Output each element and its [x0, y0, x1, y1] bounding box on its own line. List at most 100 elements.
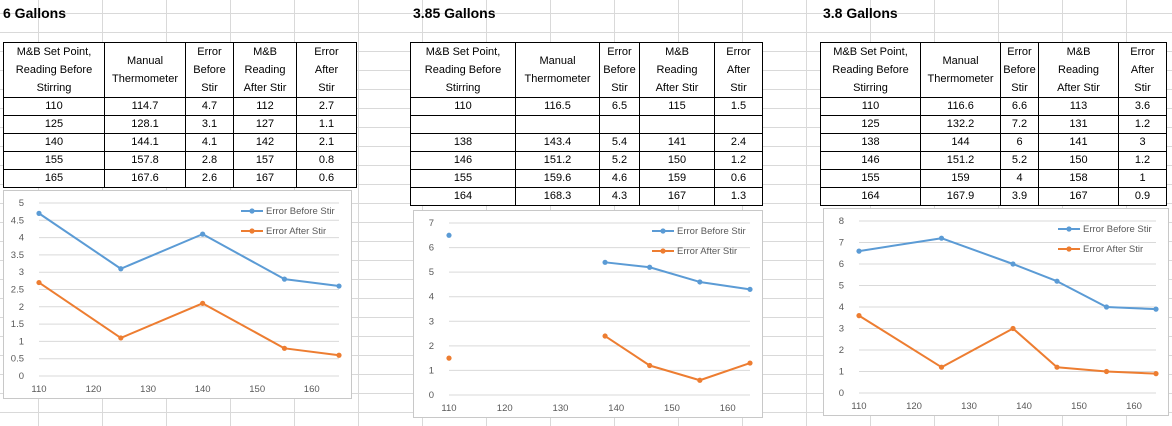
panel-title: 3.8 Gallons [823, 5, 898, 21]
table-row: 138 144 6 141 3 [820, 133, 1167, 152]
error-chart[interactable]: 0 1 2 3 4 5 6 7 110 120 130 140 150 160 Error Before S… [413, 210, 763, 418]
table-cell: 150 [639, 151, 715, 170]
column-header: Manual Thermometer [920, 42, 1001, 98]
column-header: Manual Thermometer [515, 42, 600, 98]
table-cell: 4.6 [599, 169, 640, 188]
data-point [446, 355, 452, 361]
legend-marker [249, 208, 255, 214]
table-cell: 4.1 [185, 133, 234, 152]
legend-marker [1066, 246, 1072, 252]
x-tick-label: 130 [961, 401, 977, 412]
table-cell: 167 [1038, 187, 1119, 206]
chart-svg: 0 0.5 1 1.5 2 2.5 3 3.5 4 4.5 5 110 120 130 140 150 160 E… [11, 198, 342, 395]
data-point [938, 364, 945, 370]
column-header: Error Before Stir [1000, 42, 1039, 98]
table-cell: 2.7 [296, 97, 357, 116]
table-cell: 2.1 [296, 133, 357, 152]
table-cell: 150 [1038, 151, 1119, 170]
data-point [697, 377, 703, 383]
column-header: Manual Thermometer [104, 42, 186, 98]
y-tick-label: 0 [19, 371, 24, 382]
legend-label: Error After Stir [677, 246, 737, 257]
y-tick-label: 7 [839, 238, 844, 249]
x-tick-label: 110 [851, 401, 866, 412]
data-point [1153, 306, 1159, 312]
data-point [1153, 371, 1159, 377]
table-cell: 4.7 [185, 97, 234, 116]
data-point [281, 276, 288, 282]
y-tick-label: 0 [839, 388, 844, 399]
data-table: M&B Set Point, Reading Before Stirring Manu… [410, 42, 763, 206]
y-tick-label: 3 [839, 324, 844, 335]
data-point [36, 210, 42, 216]
table-cell: 5.2 [1000, 151, 1039, 170]
table-cell: 0.6 [714, 169, 763, 188]
chart-svg: 0 1 2 3 4 5 6 7 8 110 120 130 140 150 160 Error Before … [839, 216, 1159, 412]
data-point [647, 362, 653, 369]
error-chart[interactable]: 0 0.5 1 1.5 2 2.5 3 3.5 4 4.5 5 110 120 130 140 150 160 E… [3, 190, 352, 399]
column-header: Error After Stir [714, 42, 763, 98]
table-cell: 5.2 [599, 151, 640, 170]
x-tick-label: 150 [249, 384, 265, 395]
series-line [604, 261, 751, 291]
table-cell: 5.4 [599, 133, 640, 152]
x-tick-label: 160 [720, 403, 736, 414]
table-cell: 110 [410, 97, 516, 116]
error-chart[interactable]: 0 1 2 3 4 5 6 7 8 110 120 130 140 150 160 Error Before … [823, 208, 1169, 416]
x-tick-label: 110 [441, 403, 456, 414]
data-point [856, 248, 862, 254]
legend-label: Error Before Stir [1083, 224, 1152, 235]
table-cell: 114.7 [104, 97, 186, 116]
table-cell: 2.6 [185, 169, 234, 188]
table-cell: 116.6 [920, 97, 1001, 116]
y-tick-label: 6 [429, 243, 434, 254]
table-row: 110 116.6 6.6 113 3.6 [820, 97, 1167, 116]
table-cell [639, 115, 715, 134]
legend-label: Error Before Stir [266, 206, 335, 217]
table-cell: 143.4 [515, 133, 600, 152]
table-row: 125 132.2 7.2 131 1.2 [820, 115, 1167, 134]
series-line [858, 314, 1157, 375]
table-cell: 128.1 [104, 115, 186, 134]
table-cell: 138 [410, 133, 516, 152]
legend-marker [660, 248, 666, 254]
table-cell: 1.5 [714, 97, 763, 116]
chart-svg: 0 1 2 3 4 5 6 7 110 120 130 140 150 160 Error Before S… [429, 218, 753, 414]
y-tick-label: 3.5 [11, 250, 24, 261]
x-tick-label: 140 [1016, 401, 1032, 412]
table-cell: 157 [233, 151, 297, 170]
data-point [200, 231, 206, 237]
y-tick-label: 8 [839, 216, 844, 227]
y-tick-label: 2 [429, 341, 434, 352]
table-cell: 167 [233, 169, 297, 188]
table-cell [599, 115, 640, 134]
table-cell: 6 [1000, 133, 1039, 152]
data-point [200, 300, 206, 306]
data-point [281, 345, 288, 351]
table-row: 155 157.8 2.8 157 0.8 [3, 151, 357, 170]
table-cell: 1.1 [296, 115, 357, 134]
table-row: 155 159.6 4.6 159 0.6 [410, 169, 763, 188]
y-tick-label: 1 [429, 365, 434, 376]
header-row: M&B Set Point, Reading Before Stirring Manu… [3, 42, 357, 98]
table-cell: 144 [920, 133, 1001, 152]
table-cell: 158 [1038, 169, 1119, 188]
panel-title: 6 Gallons [3, 5, 67, 21]
table-cell: 151.2 [515, 151, 600, 170]
table-cell: 6.5 [599, 97, 640, 116]
y-tick-label: 5 [429, 267, 434, 278]
data-point [336, 352, 342, 358]
table-cell: 159.6 [515, 169, 600, 188]
x-tick-label: 140 [608, 403, 624, 414]
table-cell: 3.9 [1000, 187, 1039, 206]
legend-label: Error Before Stir [677, 226, 746, 237]
data-point [938, 235, 945, 241]
data-point [1103, 368, 1110, 375]
table-cell: 0.8 [296, 151, 357, 170]
table-cell: 151.2 [920, 151, 1001, 170]
table-cell: 0.9 [1118, 187, 1167, 206]
table-row: 164 167.9 3.9 167 0.9 [820, 187, 1167, 206]
table-row: 110 116.5 6.5 115 1.5 [410, 97, 763, 116]
x-tick-label: 160 [304, 384, 320, 395]
header-row: M&B Set Point, Reading Before Stirring Manu… [820, 42, 1167, 98]
